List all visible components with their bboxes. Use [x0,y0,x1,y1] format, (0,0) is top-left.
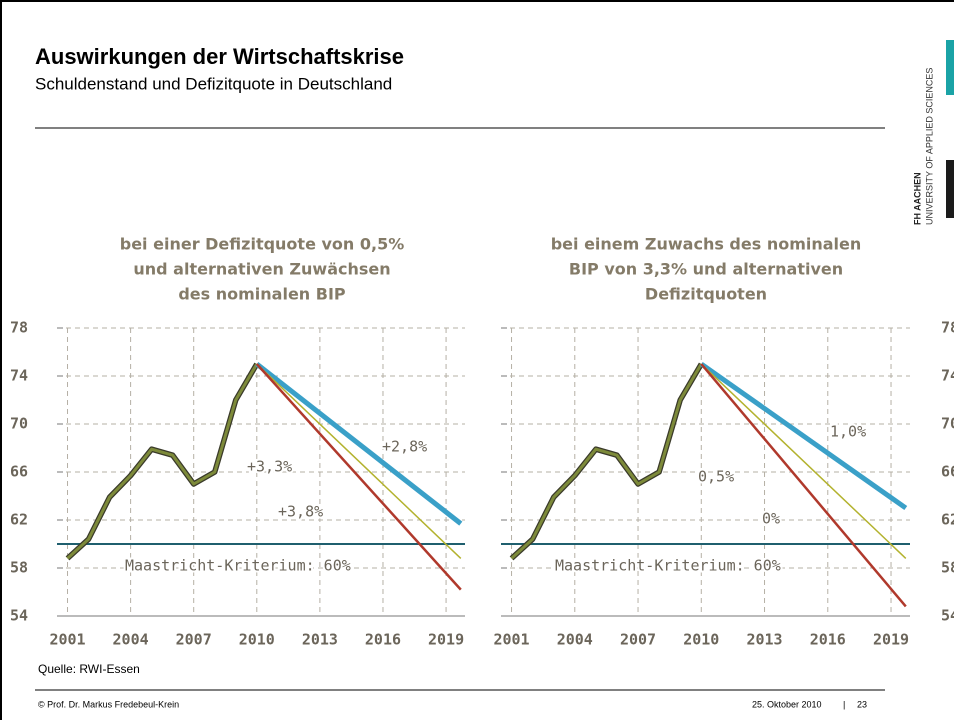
slide-title: Auswirkungen der Wirtschaftskrise [35,44,404,69]
y-tick-label: 74 [10,367,28,385]
projection-line [699,361,908,511]
x-tick-label: 2013 [746,631,782,649]
annotation: +2,8% [382,438,427,456]
y-tick-label: 74 [941,367,954,385]
history-outline [65,362,260,561]
source: Quelle: RWI-Essen [38,662,140,676]
y-tick-label: 54 [10,607,28,625]
projection-line [255,362,463,526]
annotation: +3,8% [278,503,323,521]
footer-separator: | [843,699,845,709]
x-tick-label: 2019 [428,631,464,649]
y-tick-label: 70 [941,415,954,433]
projection-line [700,363,907,608]
x-tick-label: 2004 [557,631,593,649]
y-tick-label: 78 [10,319,28,337]
x-tick-label: 2001 [49,631,85,649]
chart-title: bei einem Zuwachs des nominalen [551,235,862,254]
chart-title: BIP von 3,3% und alternativen [569,260,843,279]
chart-title: und alternativen Zuwächsen [133,260,390,279]
logo-text: FH AACHEN [912,172,922,225]
footer-author: © Prof. Dr. Markus Fredebeul-Krein [38,699,179,709]
annotation: +3,3% [247,458,292,476]
history-outline [509,362,704,561]
y-tick-label: 66 [10,463,28,481]
x-tick-label: 2016 [810,631,846,649]
x-tick-label: 2001 [493,631,529,649]
x-tick-label: 2016 [365,631,401,649]
x-tick-label: 2004 [113,631,149,649]
x-tick-label: 2007 [176,631,212,649]
y-tick-label: 66 [941,463,954,481]
chart-title: des nominalen BIP [178,285,346,304]
history-line [66,363,259,560]
reference-label: Maastricht-Kriterium: 60% [125,557,351,575]
projection-line [700,363,907,559]
y-tick-label: 54 [941,607,954,625]
x-tick-label: 2010 [683,631,719,649]
projection-line [255,363,462,591]
y-tick-label: 62 [941,511,954,529]
logo-text: UNIVERSITY OF APPLIED SCIENCES [924,68,934,225]
footer-date: 25. Oktober 2010 [752,699,822,709]
x-tick-label: 2013 [302,631,338,649]
y-tick-label: 58 [941,559,954,577]
reference-label: Maastricht-Kriterium: 60% [555,557,781,575]
logo-bar [946,160,954,218]
annotation: 1,0% [830,423,866,441]
slide-subtitle: Schuldenstand und Defizitquote in Deutsc… [35,74,392,93]
y-tick-label: 78 [941,319,954,337]
chart-title: Defizitquoten [645,285,767,304]
annotation: 0% [762,510,780,528]
x-tick-label: 2010 [239,631,275,649]
logo-bar [946,40,954,95]
y-tick-label: 70 [10,415,28,433]
x-tick-label: 2019 [873,631,909,649]
history-line [510,363,703,560]
footer-page: 23 [857,699,867,709]
x-tick-label: 2007 [620,631,656,649]
chart-title: bei einer Defizitquote von 0,5% [120,235,405,254]
y-tick-label: 62 [10,511,28,529]
projection-line [256,363,462,559]
y-tick-label: 58 [10,559,28,577]
annotation: 0,5% [698,468,734,486]
